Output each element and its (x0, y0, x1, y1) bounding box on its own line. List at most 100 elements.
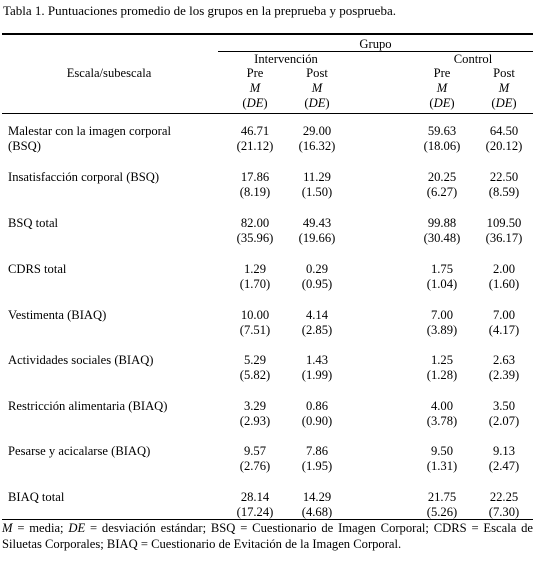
row-label: (BSQ) (8, 139, 41, 153)
group-header: Grupo (359, 37, 392, 51)
group-underline (218, 51, 533, 52)
stat-m-ctl-post: M (498, 81, 510, 95)
mean-cell: 22.25 (489, 490, 519, 504)
sd-cell: (4.17) (488, 323, 520, 337)
sd-cell: (5.82) (239, 368, 271, 382)
sd-cell: (2.39) (488, 368, 520, 382)
mean-cell: 1.29 (243, 262, 267, 276)
mean-cell: 4.00 (430, 399, 454, 413)
stat-m-ctl-pre: M (436, 81, 448, 95)
sd-cell: (21.12) (236, 139, 274, 153)
mean-cell: 14.29 (302, 490, 332, 504)
condition-intervention: Intervención (254, 52, 318, 66)
sd-cell: (2.07) (488, 414, 520, 428)
stat-m-int-post: M (311, 81, 323, 95)
mean-cell: 49.43 (302, 216, 332, 230)
mean-cell: 28.14 (240, 490, 270, 504)
row-label: BSQ total (8, 216, 59, 230)
sd-cell: (35.96) (236, 231, 274, 245)
sd-cell: (1.70) (239, 277, 271, 291)
sd-cell: (1.04) (426, 277, 458, 291)
mean-cell: 9.57 (243, 444, 267, 458)
stat-m-int-pre: M (249, 81, 261, 95)
sd-cell: (18.06) (423, 139, 461, 153)
mean-cell: 0.29 (305, 262, 329, 276)
mean-cell: 1.43 (305, 353, 329, 367)
period-header-int-post: Post (306, 66, 328, 80)
sd-cell: (5.26) (426, 505, 458, 519)
sd-cell: (16.32) (298, 139, 336, 153)
mean-cell: 29.00 (302, 124, 332, 138)
mean-cell: 3.50 (492, 399, 516, 413)
sd-cell: (19.66) (298, 231, 336, 245)
sd-cell: (2.85) (301, 323, 333, 337)
row-label: Insatisfacción corporal (BSQ) (8, 170, 160, 184)
sd-cell: (30.48) (423, 231, 461, 245)
row-label: Restricción alimentaria (BIAQ) (8, 399, 168, 413)
sd-cell: (1.31) (426, 459, 458, 473)
mean-cell: 2.63 (492, 353, 516, 367)
mean-cell: 20.25 (427, 170, 457, 184)
period-header-ctl-pre: Pre (433, 66, 451, 80)
sd-cell: (7.30) (488, 505, 520, 519)
sd-cell: (6.27) (426, 185, 458, 199)
sd-cell: (1.99) (301, 368, 333, 382)
sd-cell: (3.78) (426, 414, 458, 428)
mean-cell: 1.25 (430, 353, 454, 367)
mean-cell: 2.00 (492, 262, 516, 276)
sd-cell: (2.93) (239, 414, 271, 428)
condition-control: Control (453, 52, 493, 66)
mean-cell: 3.29 (243, 399, 267, 413)
sd-cell: (8.19) (239, 185, 271, 199)
sd-cell: (4.68) (301, 505, 333, 519)
stub-header: Escala/subescala (66, 66, 152, 80)
mean-cell: 109.50 (486, 216, 522, 230)
table-caption: Tabla 1. Puntuaciones promedio de los gr… (3, 3, 396, 18)
sd-cell: (17.24) (236, 505, 274, 519)
sd-cell: (2.47) (488, 459, 520, 473)
sd-cell: (36.17) (485, 231, 523, 245)
sd-cell: (1.95) (301, 459, 333, 473)
sd-cell: (1.50) (301, 185, 333, 199)
mean-cell: 7.00 (430, 308, 454, 322)
header-rule (2, 113, 533, 114)
mean-cell: 82.00 (240, 216, 270, 230)
row-label: CDRS total (8, 262, 67, 276)
period-header-ctl-post: Post (493, 66, 515, 80)
sd-cell: (8.59) (488, 185, 520, 199)
mean-cell: 11.29 (303, 170, 331, 184)
mean-cell: 59.63 (427, 124, 457, 138)
stat-de-ctl-pre: (DE) (429, 96, 455, 110)
period-header-int-pre: Pre (246, 66, 264, 80)
sd-cell: (3.89) (426, 323, 458, 337)
sd-cell: (2.76) (239, 459, 271, 473)
row-label: Pesarse y acicalarse (BIAQ) (8, 444, 151, 458)
mean-cell: 0.86 (305, 399, 329, 413)
row-label: Vestimenta (BIAQ) (8, 308, 107, 322)
sd-cell: (7.51) (239, 323, 271, 337)
sd-cell: (0.90) (301, 414, 333, 428)
row-label: Malestar con la imagen corporal (8, 124, 171, 138)
mean-cell: 64.50 (489, 124, 519, 138)
mean-cell: 17.86 (240, 170, 270, 184)
mean-cell: 9.50 (430, 444, 454, 458)
top-rule (2, 33, 533, 35)
mean-cell: 7.00 (492, 308, 516, 322)
sd-cell: (1.28) (426, 368, 458, 382)
bottom-rule (2, 519, 533, 520)
mean-cell: 9.13 (492, 444, 516, 458)
mean-cell: 21.75 (427, 490, 457, 504)
mean-cell: 5.29 (243, 353, 267, 367)
sd-cell: (20.12) (485, 139, 523, 153)
sd-cell: (1.60) (488, 277, 520, 291)
row-label: BIAQ total (8, 490, 65, 504)
mean-cell: 1.75 (430, 262, 454, 276)
mean-cell: 22.50 (489, 170, 519, 184)
mean-cell: 99.88 (427, 216, 457, 230)
stat-de-int-pre: (DE) (242, 96, 268, 110)
stat-de-int-post: (DE) (304, 96, 330, 110)
table-note: M = media; DE = desviación estándar; BSQ… (2, 521, 534, 551)
mean-cell: 7.86 (305, 444, 329, 458)
sd-cell: (0.95) (301, 277, 333, 291)
row-label: Actividades sociales (BIAQ) (8, 353, 154, 367)
